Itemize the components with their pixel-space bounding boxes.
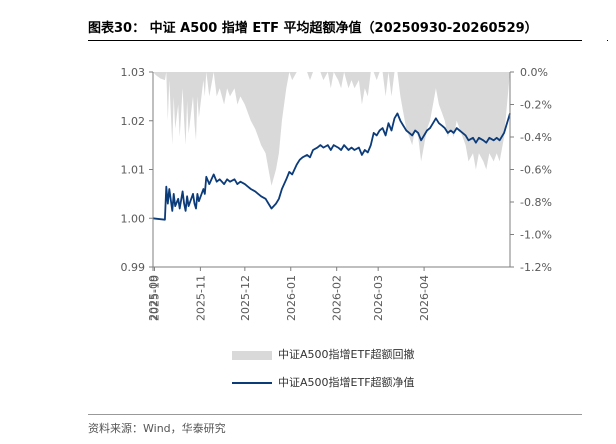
adjacent-page-edge	[607, 40, 608, 41]
x-tick-label: 2025-12	[239, 275, 252, 321]
page-title: 图表30： 中证 A500 指增 ETF 平均超额净值（20250930-202…	[88, 21, 538, 36]
y-right-tick-label: -0.6%	[520, 164, 552, 177]
y-left-tick-label: 1.02	[121, 115, 146, 128]
y-right-tick-label: -1.0%	[520, 229, 552, 242]
drawdown-swatch	[232, 350, 272, 360]
x-tick-label: 2025-10	[148, 275, 161, 321]
x-tick-label: 2025-09	[147, 275, 160, 321]
drawdown-area	[153, 72, 510, 186]
legend-item-drawdown: 中证A500指增ETF超额回撤	[232, 346, 415, 362]
x-tick-label: 2026-03	[372, 275, 385, 321]
y-left-tick-label: 1.00	[121, 212, 146, 225]
source-note: 资料来源：Wind，华泰研究	[88, 422, 226, 435]
nav-line-swatch	[232, 382, 272, 384]
y-left-tick-label: 1.01	[121, 164, 146, 177]
y-left-tick-label: 1.03	[121, 66, 146, 79]
legend-item-nav: 中证A500指增ETF超额净值	[232, 374, 415, 390]
y-left-tick-label: 0.99	[121, 261, 146, 274]
source-divider	[88, 414, 582, 415]
y-right-tick-label: 0.0%	[520, 66, 548, 79]
y-right-tick-label: -0.4%	[520, 131, 552, 144]
nav-line	[152, 112, 511, 221]
x-tick-label: 2026-02	[331, 275, 344, 321]
title-divider	[88, 40, 582, 41]
drawdown-area-layer	[153, 72, 510, 186]
legend-label-drawdown: 中证A500指增ETF超额回撤	[278, 348, 415, 361]
y-right-tick-label: -0.2%	[520, 99, 552, 112]
axes-layer	[149, 71, 514, 271]
y-right-tick-label: -0.8%	[520, 196, 552, 209]
x-tick-label: 2025-11	[194, 275, 207, 321]
tick-labels-layer: 0.99 1.00 1.01 1.02 1.03 -1.2% -1.0% -0.8% -0.6%…	[121, 66, 552, 321]
y-right-tick-label: -1.2%	[520, 261, 552, 274]
legend-label-nav: 中证A500指增ETF超额净值	[278, 376, 415, 389]
x-tick-label: 2026-01	[285, 275, 298, 321]
nav-line-layer	[152, 112, 511, 221]
x-tick-label: 2026-04	[418, 275, 431, 321]
